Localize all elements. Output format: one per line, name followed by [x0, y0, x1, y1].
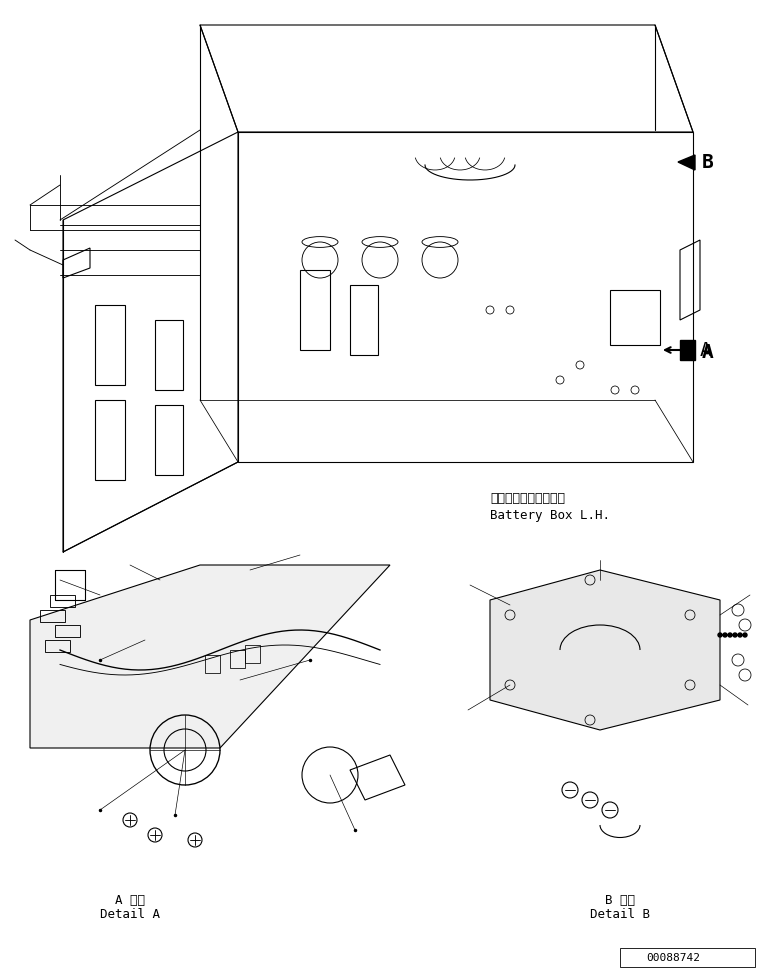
Polygon shape: [30, 565, 390, 748]
Text: A: A: [702, 342, 714, 362]
Polygon shape: [680, 340, 695, 360]
Polygon shape: [678, 155, 695, 170]
Text: Detail A: Detail A: [100, 909, 160, 921]
Text: Detail B: Detail B: [590, 909, 650, 921]
Circle shape: [733, 633, 737, 637]
Text: Battery Box L.H.: Battery Box L.H.: [490, 510, 610, 523]
Text: B 詳細: B 詳細: [605, 893, 635, 907]
Circle shape: [738, 633, 742, 637]
Text: バッテリボックス　左: バッテリボックス 左: [490, 491, 565, 504]
Circle shape: [743, 633, 747, 637]
Text: B: B: [702, 154, 714, 172]
Text: A: A: [700, 341, 712, 359]
Circle shape: [723, 633, 727, 637]
Polygon shape: [680, 345, 695, 355]
Circle shape: [728, 633, 732, 637]
Polygon shape: [490, 570, 720, 730]
Text: A 詳細: A 詳細: [115, 893, 145, 907]
Circle shape: [718, 633, 722, 637]
Text: 00088742: 00088742: [646, 953, 700, 963]
